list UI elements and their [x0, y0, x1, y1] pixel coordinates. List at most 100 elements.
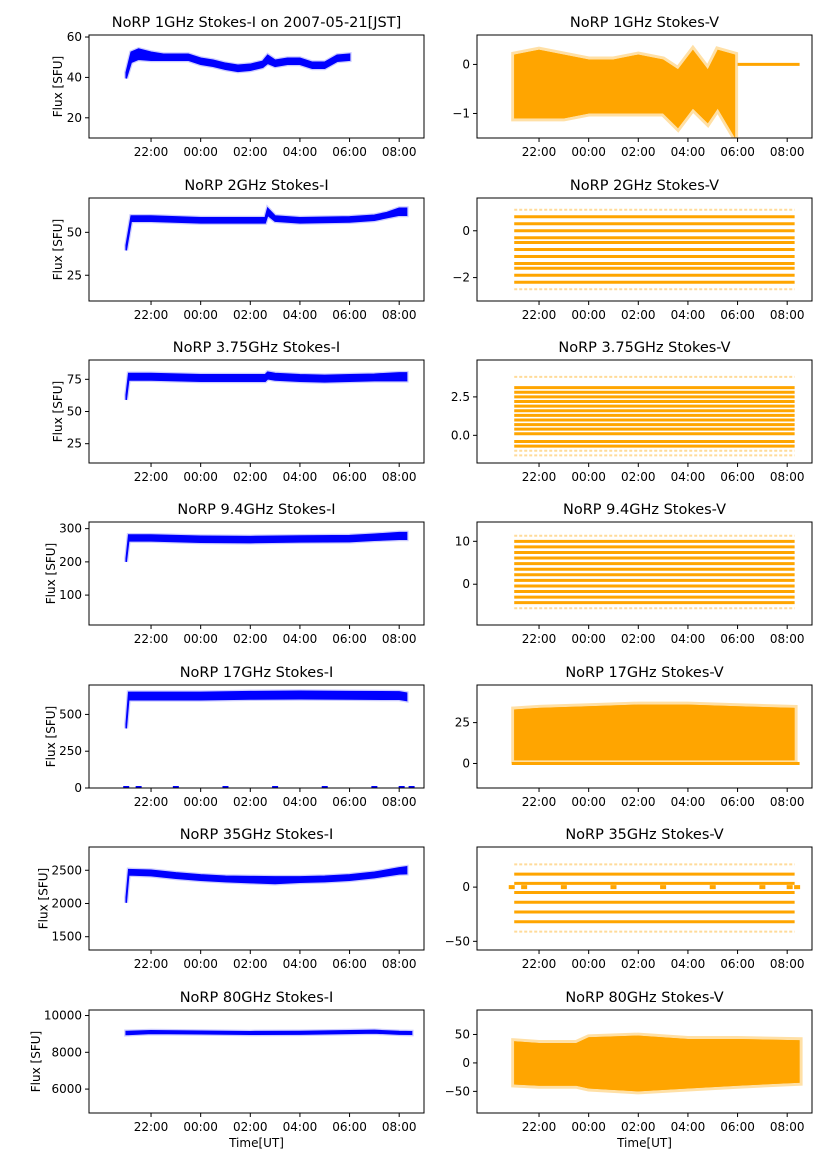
- x-tick-label: 08:00: [382, 470, 417, 484]
- y-tick-label: 40: [67, 70, 82, 84]
- y-axis-label: Flux [SFU]: [29, 1031, 43, 1092]
- chart-title: NoRP 3.75GHz Stokes-I: [173, 340, 340, 356]
- marker: [135, 786, 142, 788]
- data-marks: [514, 534, 795, 610]
- panel-4: NoRP 3.75GHz Stokes-I 22:00 00:00 02:00 04:0…: [51, 340, 425, 484]
- x-tick-label: 22:00: [522, 1120, 557, 1134]
- x-tick-label: 22:00: [522, 145, 557, 159]
- y-axis-label: Flux [SFU]: [51, 219, 65, 280]
- panel-0: NoRP 1GHz Stokes-I on 2007-05-21[JST] 22:…: [51, 15, 425, 159]
- y-tick-label: 8000: [51, 1045, 82, 1059]
- x-tick-label: 22:00: [134, 632, 169, 646]
- x-tick-label: 04:00: [283, 632, 318, 646]
- x-tick-label: 04:00: [671, 308, 706, 322]
- axes-frame: [88, 846, 425, 951]
- x-tick-label: 00:00: [183, 795, 218, 809]
- x-tick-label: 08:00: [770, 308, 805, 322]
- x-tick-label: 06:00: [332, 957, 367, 971]
- y-axis-label: Flux [SFU]: [36, 868, 50, 929]
- data-marks: [124, 46, 352, 79]
- x-tick-label: 08:00: [382, 632, 417, 646]
- x-tick-label: 04:00: [283, 957, 318, 971]
- axes-frame: [88, 684, 425, 789]
- marker: [508, 885, 515, 890]
- panel-2: NoRP 2GHz Stokes-I 22:00 00:00 02:00 04:00 06…: [51, 178, 425, 322]
- marker: [398, 786, 405, 788]
- x-tick-label: 08:00: [770, 470, 805, 484]
- y-axis-label: Flux [SFU]: [44, 706, 58, 767]
- data-marks: [511, 701, 800, 765]
- x-tick-label: 06:00: [332, 632, 367, 646]
- panel-9: NoRP 17GHz Stokes-V 22:00 00:00 02:00 04:00 0…: [455, 665, 813, 809]
- x-tick-label: 00:00: [571, 470, 606, 484]
- x-tick-label: 22:00: [522, 795, 557, 809]
- x-tick-label: 22:00: [134, 308, 169, 322]
- y-axis-label: Flux [SFU]: [51, 56, 65, 117]
- x-tick-label: 06:00: [332, 1120, 367, 1134]
- data-marks: [514, 208, 795, 291]
- x-tick-label: 22:00: [134, 795, 169, 809]
- chart-title: NoRP 35GHz Stokes-V: [565, 827, 723, 843]
- x-tick-label: 00:00: [183, 145, 218, 159]
- axes-frame: [88, 197, 425, 302]
- x-tick-label: 06:00: [720, 145, 755, 159]
- marker: [794, 885, 801, 890]
- y-tick-label: 0: [462, 756, 470, 770]
- chart-title: NoRP 80GHz Stokes-I: [180, 990, 334, 1006]
- x-tick-label: 06:00: [720, 1120, 755, 1134]
- panel-5: NoRP 3.75GHz Stokes-V 22:00 00:00 02:00 04:0…: [451, 340, 813, 484]
- marker: [521, 885, 528, 890]
- axes-frame: [476, 521, 813, 626]
- axes-frame: [476, 359, 813, 464]
- x-tick-label: 02:00: [233, 145, 268, 159]
- x-tick-label: 06:00: [332, 795, 367, 809]
- x-tick-label: 08:00: [770, 957, 805, 971]
- y-tick-label: 250: [59, 744, 82, 758]
- series-halo: [124, 530, 409, 563]
- series-band: [125, 531, 408, 562]
- x-tick-label: 00:00: [571, 795, 606, 809]
- chart-title: NoRP 9.4GHz Stokes-I: [177, 502, 335, 518]
- x-tick-label: 04:00: [283, 308, 318, 322]
- y-tick-label: 0: [74, 781, 82, 795]
- series-halo: [124, 204, 409, 251]
- marker: [610, 885, 617, 890]
- marker: [172, 786, 179, 788]
- y-tick-label: 200: [59, 555, 82, 569]
- y-tick-label: 300: [59, 522, 82, 536]
- x-tick-label: 22:00: [522, 957, 557, 971]
- x-tick-label: 04:00: [671, 795, 706, 809]
- series-halo: [124, 864, 409, 903]
- axes-frame: [476, 684, 813, 789]
- series-band: [125, 866, 408, 903]
- x-tick-label: 22:00: [134, 470, 169, 484]
- y-axis-label: Flux [SFU]: [51, 381, 65, 442]
- panel-12: NoRP 80GHz Stokes-I 22:00 00:00 02:00 04:00 0…: [29, 990, 425, 1150]
- axes-frame: [88, 1009, 425, 1114]
- x-tick-label: 04:00: [283, 795, 318, 809]
- x-tick-label: 02:00: [233, 1120, 268, 1134]
- x-tick-label: 00:00: [183, 957, 218, 971]
- series-halo: [124, 689, 409, 729]
- x-tick-label: 04:00: [671, 145, 706, 159]
- x-axis-label: Time[UT]: [616, 1136, 672, 1150]
- x-tick-label: 22:00: [134, 1120, 169, 1134]
- y-tick-label: 60: [67, 30, 82, 44]
- x-tick-label: 02:00: [233, 308, 268, 322]
- x-tick-label: 06:00: [720, 957, 755, 971]
- series-band: [514, 704, 795, 761]
- y-tick-label: 10: [455, 534, 470, 548]
- x-tick-label: 22:00: [522, 470, 557, 484]
- x-tick-label: 02:00: [233, 632, 268, 646]
- y-tick-label: 25: [455, 716, 470, 730]
- marker: [123, 786, 130, 788]
- y-tick-label: 50: [67, 405, 82, 419]
- data-marks: [123, 689, 415, 788]
- chart-title: NoRP 80GHz Stokes-V: [565, 990, 723, 1006]
- y-tick-label: 2000: [51, 896, 82, 910]
- panel-8: NoRP 17GHz Stokes-I 22:00 00:00 02:00 04:00 0…: [44, 665, 425, 809]
- y-tick-label: 20: [67, 111, 82, 125]
- y-tick-label: 0: [462, 577, 470, 591]
- axes-frame: [476, 846, 813, 951]
- x-tick-label: 22:00: [522, 308, 557, 322]
